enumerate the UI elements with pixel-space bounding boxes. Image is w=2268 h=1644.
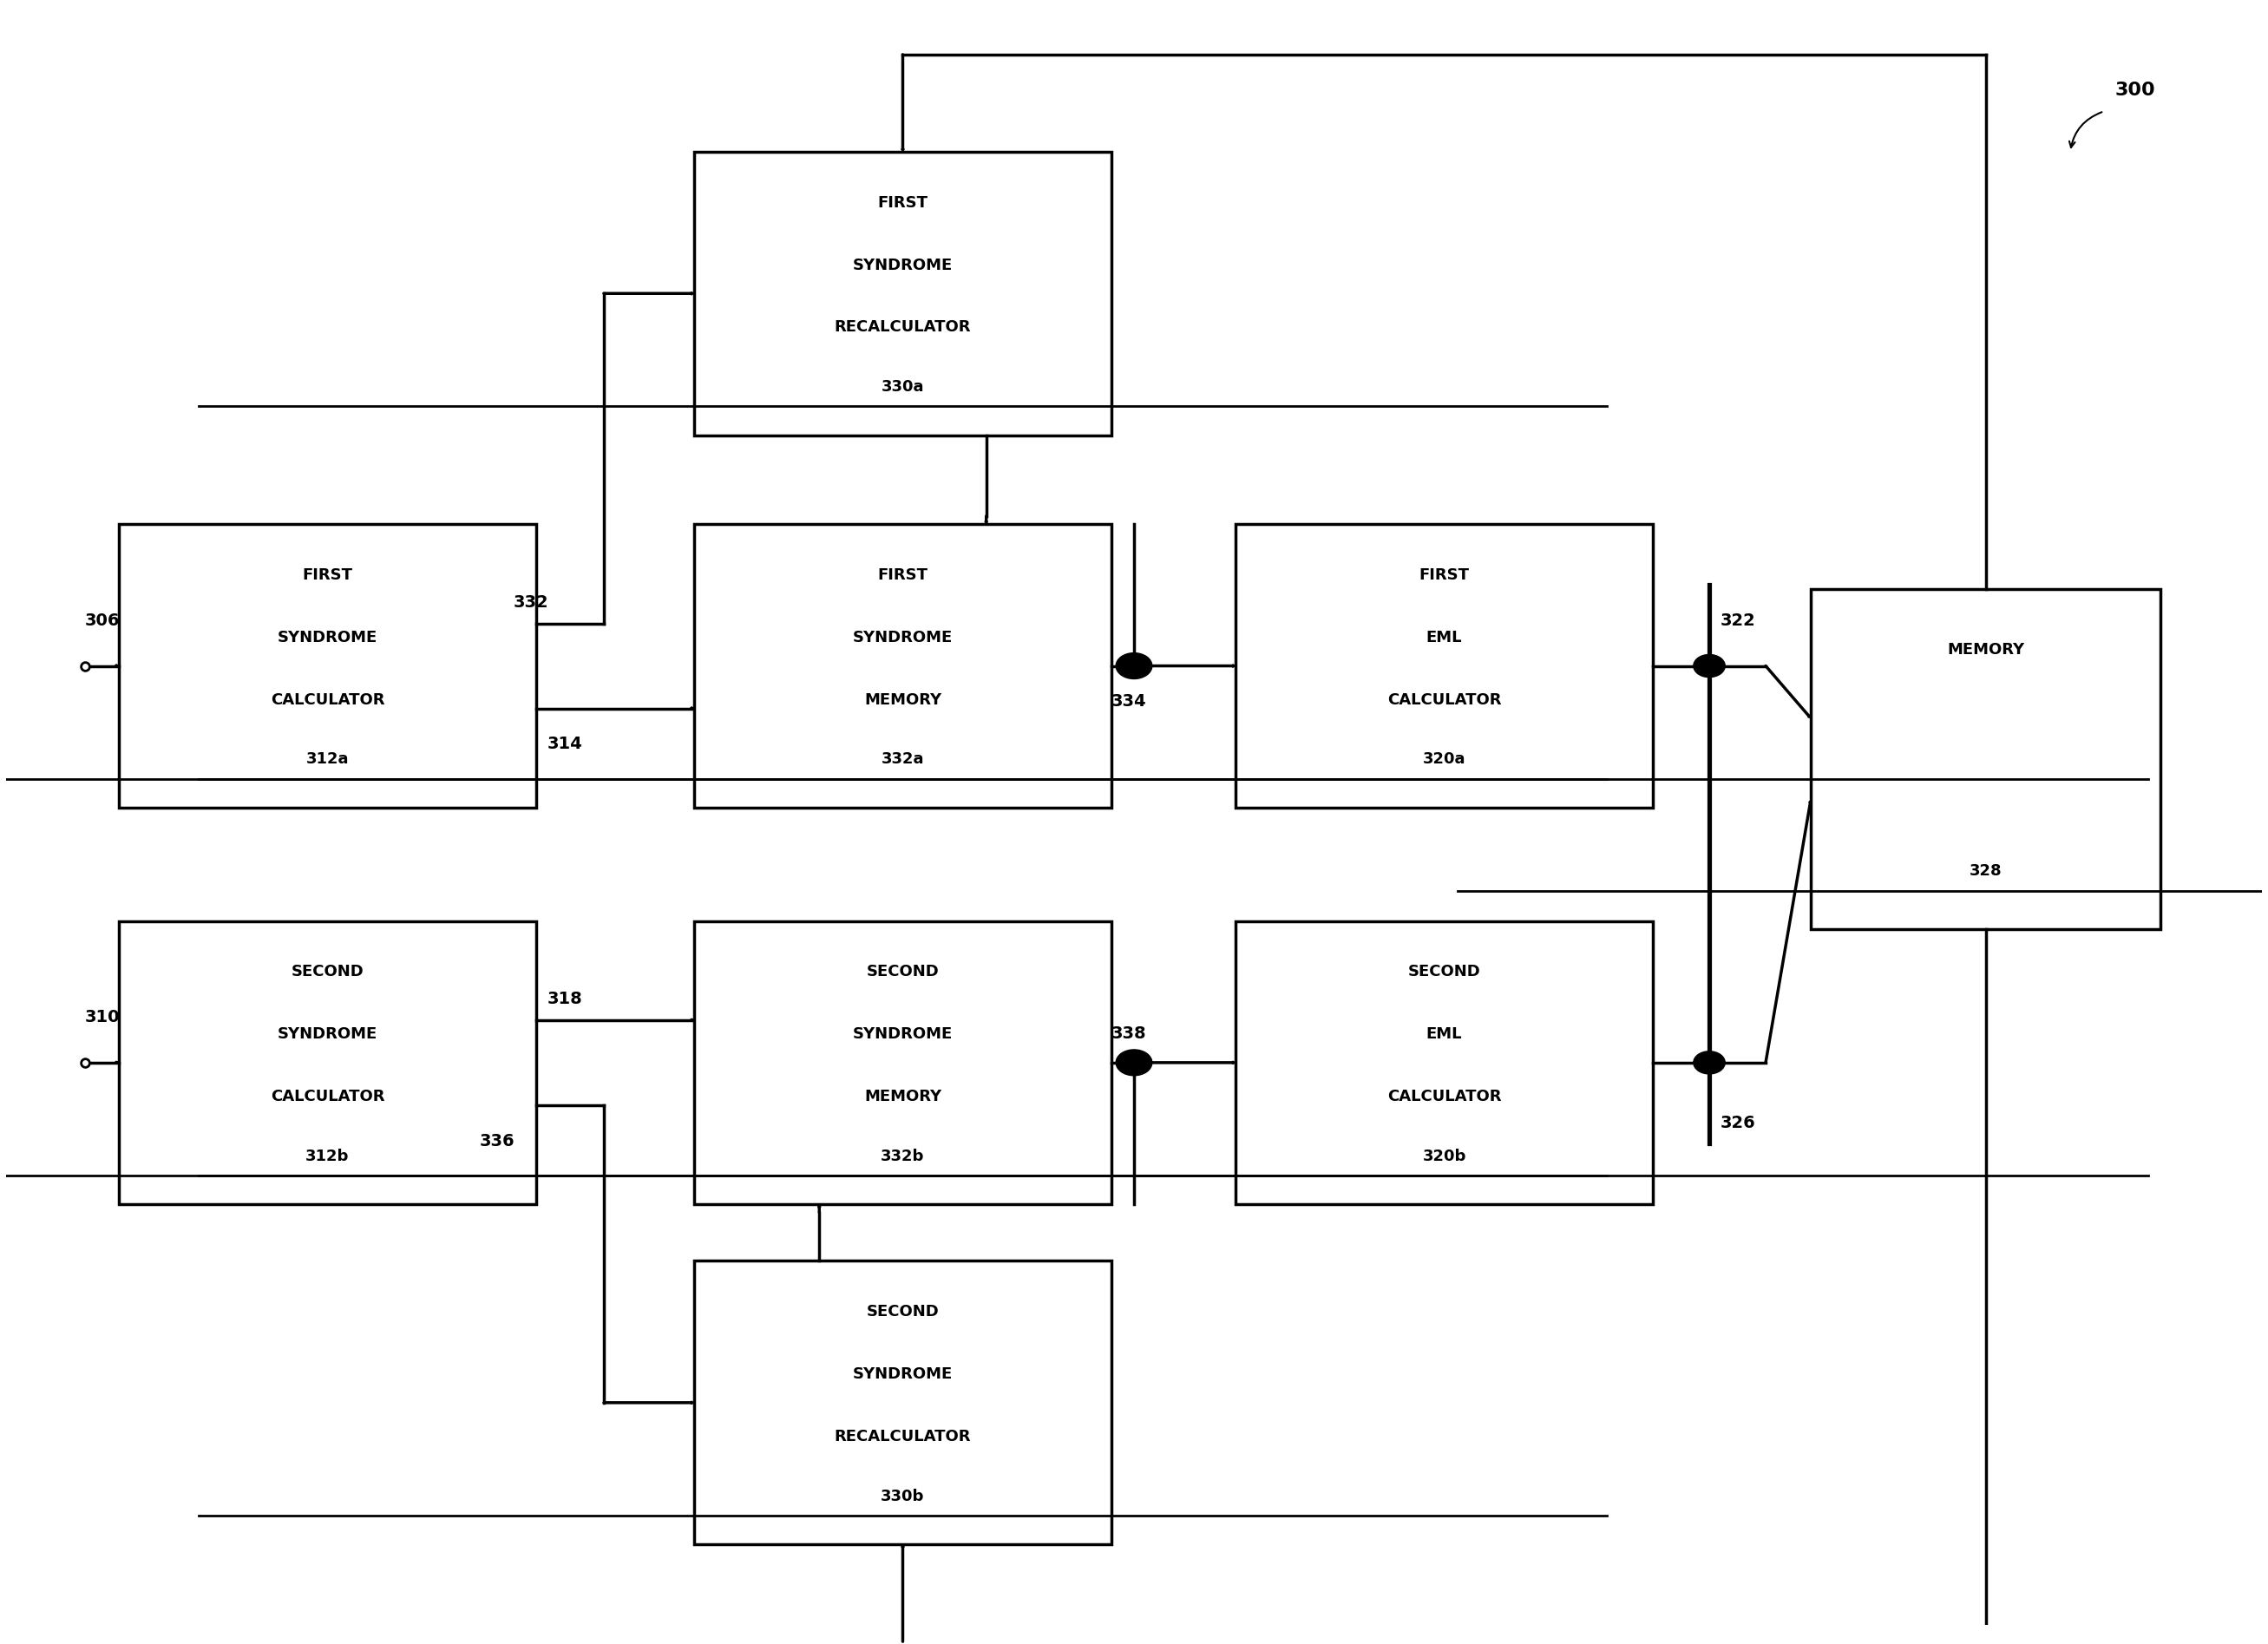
Text: CALCULATOR: CALCULATOR [270,692,386,707]
Text: 300: 300 [2116,81,2157,99]
Circle shape [1116,653,1152,679]
FancyBboxPatch shape [694,524,1111,807]
Text: RECALCULATOR: RECALCULATOR [835,1429,971,1445]
Text: 306: 306 [84,613,120,630]
Text: 330b: 330b [880,1488,925,1504]
Text: FIRST: FIRST [1420,567,1470,584]
Text: EML: EML [1427,1026,1463,1042]
Text: 334: 334 [1111,694,1148,710]
Text: RECALCULATOR: RECALCULATOR [835,319,971,335]
Text: SECOND: SECOND [866,1304,939,1320]
FancyBboxPatch shape [118,524,535,807]
Text: SYNDROME: SYNDROME [277,1026,376,1042]
Text: 332: 332 [513,593,549,610]
Text: SYNDROME: SYNDROME [853,1366,953,1383]
FancyBboxPatch shape [694,1261,1111,1544]
Text: FIRST: FIRST [302,567,352,584]
Text: 328: 328 [1969,863,2003,880]
Text: MEMORY: MEMORY [864,692,941,707]
Text: 332b: 332b [880,1148,925,1164]
Text: FIRST: FIRST [878,567,928,584]
Text: 318: 318 [547,991,583,1008]
Text: 336: 336 [481,1133,515,1149]
Circle shape [1116,1049,1152,1075]
FancyBboxPatch shape [1810,589,2161,929]
Text: 320a: 320a [1422,751,1465,768]
Text: CALCULATOR: CALCULATOR [270,1088,386,1105]
Text: 330a: 330a [882,380,925,395]
FancyBboxPatch shape [694,151,1111,436]
Text: SYNDROME: SYNDROME [853,630,953,646]
Text: 312a: 312a [306,751,349,768]
Text: MEMORY: MEMORY [864,1088,941,1105]
Text: SECOND: SECOND [290,963,363,980]
Text: 310: 310 [84,1009,120,1026]
FancyBboxPatch shape [694,921,1111,1205]
FancyBboxPatch shape [1236,524,1653,807]
Text: 314: 314 [547,737,583,753]
Text: SYNDROME: SYNDROME [853,1026,953,1042]
Text: CALCULATOR: CALCULATOR [1388,692,1501,707]
FancyBboxPatch shape [1236,921,1653,1205]
Text: FIRST: FIRST [878,196,928,210]
Circle shape [1694,654,1726,677]
FancyBboxPatch shape [118,921,535,1205]
Text: SYNDROME: SYNDROME [277,630,376,646]
Text: EML: EML [1427,630,1463,646]
Text: SECOND: SECOND [1408,963,1481,980]
FancyArrowPatch shape [2068,112,2102,148]
Text: 338: 338 [1111,1026,1148,1042]
Text: 322: 322 [1721,613,1755,630]
Text: MEMORY: MEMORY [1946,643,2025,658]
Text: 320b: 320b [1422,1148,1465,1164]
Circle shape [1694,1051,1726,1074]
Text: SYNDROME: SYNDROME [853,258,953,273]
Text: SECOND: SECOND [866,963,939,980]
Text: CALCULATOR: CALCULATOR [1388,1088,1501,1105]
Text: 312b: 312b [306,1148,349,1164]
Text: 326: 326 [1721,1115,1755,1131]
Text: 332a: 332a [882,751,925,768]
